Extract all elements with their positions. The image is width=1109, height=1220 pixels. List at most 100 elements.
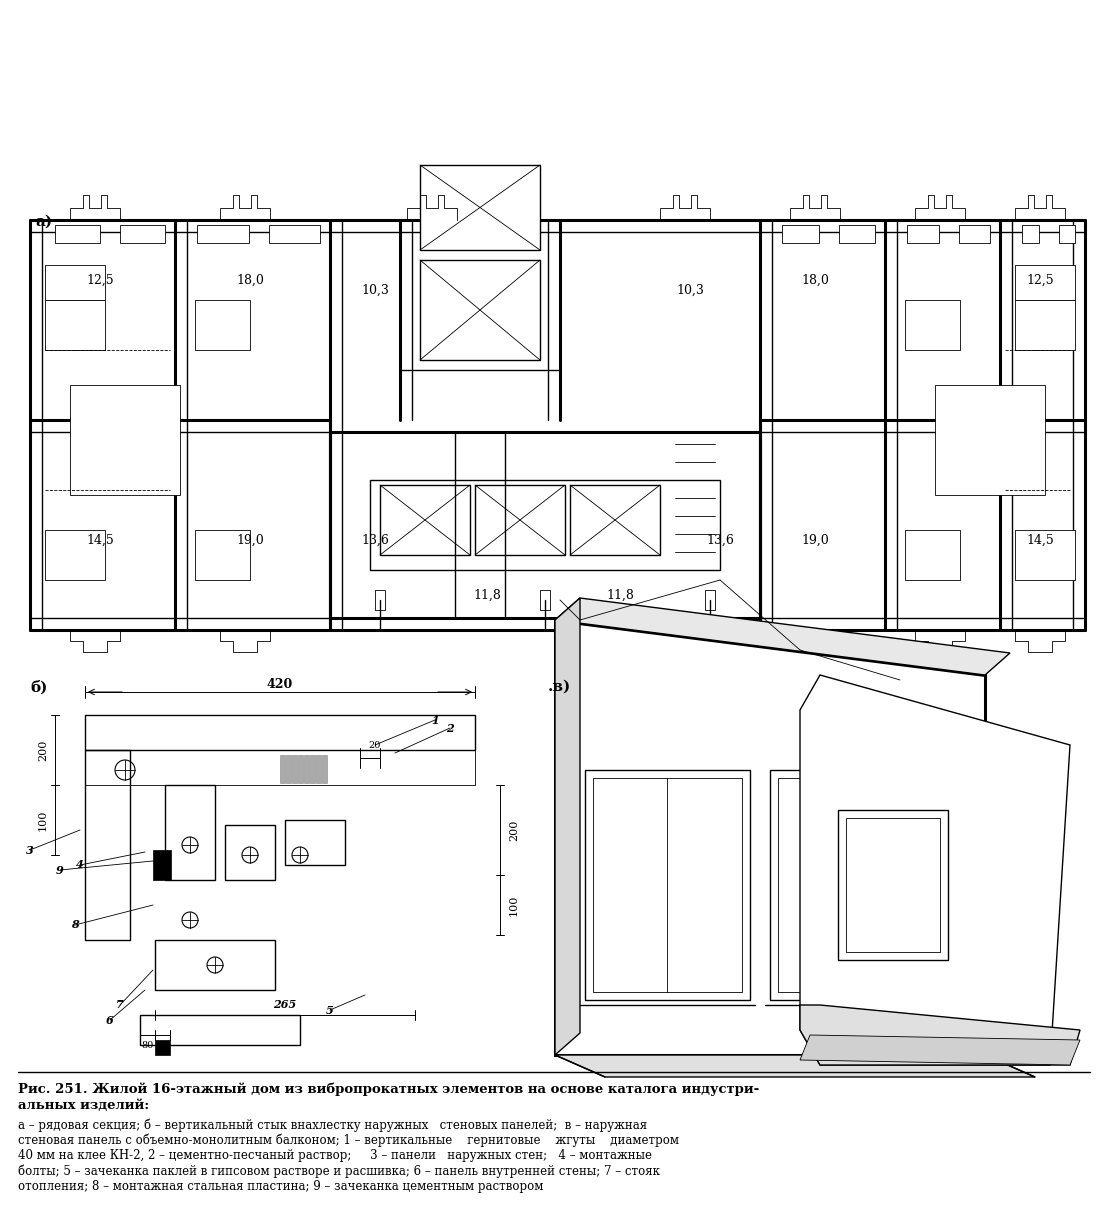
Polygon shape [800, 1035, 1080, 1065]
Text: 13,6: 13,6 [706, 533, 734, 547]
Text: 14,5: 14,5 [1026, 533, 1054, 547]
Text: 19,0: 19,0 [801, 533, 828, 547]
Bar [770, 770, 935, 1000]
Text: 200: 200 [38, 739, 48, 761]
Bar [153, 850, 171, 880]
Bar [195, 300, 250, 350]
Polygon shape [554, 620, 985, 1055]
Bar [846, 817, 940, 952]
Bar [322, 755, 327, 783]
Bar [705, 590, 715, 610]
Bar [935, 386, 1045, 495]
Bar [838, 810, 948, 960]
Bar [540, 590, 550, 610]
Bar [155, 1039, 170, 1055]
Bar [1058, 224, 1075, 243]
Text: Рис. 251. Жилой 16-этажный дом из вибропрокатных элементов на основе каталога ин: Рис. 251. Жилой 16-этажный дом из виброп… [18, 1082, 760, 1096]
Text: 10,3: 10,3 [676, 283, 704, 296]
Text: 9: 9 [57, 865, 64, 876]
Text: 7: 7 [116, 999, 124, 1010]
Bar [475, 486, 564, 555]
Text: 40 мм на клее КН-2, 2 – цементно-песчаный раствор;     3 – панели   наружных сте: 40 мм на клее КН-2, 2 – цементно-песчаны… [18, 1149, 652, 1161]
Bar [140, 1015, 301, 1046]
Bar [330, 432, 760, 619]
Polygon shape [554, 598, 1010, 675]
Text: 5: 5 [326, 1004, 334, 1015]
Text: 100: 100 [509, 894, 519, 916]
Bar [45, 265, 105, 300]
Bar [907, 224, 938, 243]
Bar [420, 165, 540, 250]
Bar [268, 224, 321, 243]
Text: 14,5: 14,5 [87, 533, 114, 547]
Bar [905, 300, 960, 350]
Polygon shape [554, 1055, 1035, 1077]
Text: 420: 420 [267, 677, 293, 691]
Polygon shape [554, 598, 580, 1055]
Bar [375, 590, 385, 610]
Text: .в): .в) [548, 680, 571, 694]
Text: стеновая панель с объемно-монолитным балконом; 1 – вертикальные    гернитовые   : стеновая панель с объемно-монолитным бал… [18, 1133, 679, 1147]
Bar [45, 300, 105, 350]
Text: 20: 20 [369, 741, 381, 749]
Text: 19,0: 19,0 [236, 533, 264, 547]
Bar [70, 386, 180, 495]
Text: 1: 1 [431, 715, 439, 726]
Bar [165, 784, 215, 880]
Text: 265: 265 [274, 999, 296, 1010]
Bar [45, 529, 105, 580]
Bar [905, 529, 960, 580]
Bar [304, 755, 309, 783]
Bar [311, 755, 315, 783]
Polygon shape [800, 675, 1070, 1065]
Bar [85, 750, 130, 939]
Bar [279, 755, 285, 783]
Text: 13,6: 13,6 [362, 533, 389, 547]
Bar [1015, 300, 1075, 350]
Text: отопления; 8 – монтажная стальная пластина; 9 – зачеканка цементным раствором: отопления; 8 – монтажная стальная пласти… [18, 1180, 543, 1193]
Bar [225, 825, 275, 880]
Bar [85, 715, 475, 750]
Text: 11,8: 11,8 [474, 588, 501, 601]
Text: 8: 8 [71, 920, 79, 931]
Bar [316, 755, 321, 783]
Bar [197, 224, 248, 243]
Bar [958, 224, 990, 243]
Bar [120, 224, 165, 243]
Bar [286, 755, 291, 783]
Bar [1015, 265, 1075, 300]
Bar [586, 770, 750, 1000]
Text: 80: 80 [156, 1041, 170, 1049]
Bar [298, 755, 303, 783]
Bar [570, 486, 660, 555]
Bar [779, 778, 927, 992]
Text: альных изделий:: альных изделий: [18, 1099, 150, 1111]
Text: 12,5: 12,5 [87, 273, 114, 287]
Text: 80: 80 [142, 1041, 154, 1049]
Text: 2: 2 [446, 722, 454, 733]
Text: 200: 200 [509, 820, 519, 841]
Bar [55, 224, 100, 243]
Text: 4: 4 [77, 860, 84, 871]
Text: 10,3: 10,3 [362, 283, 389, 296]
Bar [195, 529, 250, 580]
Text: 3: 3 [27, 844, 34, 855]
Text: 6: 6 [106, 1015, 114, 1026]
Bar [370, 479, 720, 570]
Polygon shape [800, 1005, 1080, 1065]
Bar [1022, 224, 1038, 243]
Text: 18,0: 18,0 [801, 273, 828, 287]
Bar [85, 750, 475, 784]
Bar [292, 755, 297, 783]
Bar [1015, 529, 1075, 580]
Text: 12,5: 12,5 [1026, 273, 1054, 287]
Bar [593, 778, 742, 992]
Bar [838, 224, 875, 243]
Text: б): б) [30, 680, 48, 694]
Bar [380, 486, 470, 555]
Text: 18,0: 18,0 [236, 273, 264, 287]
Bar [782, 224, 818, 243]
Bar [155, 939, 275, 989]
Bar [420, 260, 540, 360]
Text: 11,8: 11,8 [606, 588, 634, 601]
